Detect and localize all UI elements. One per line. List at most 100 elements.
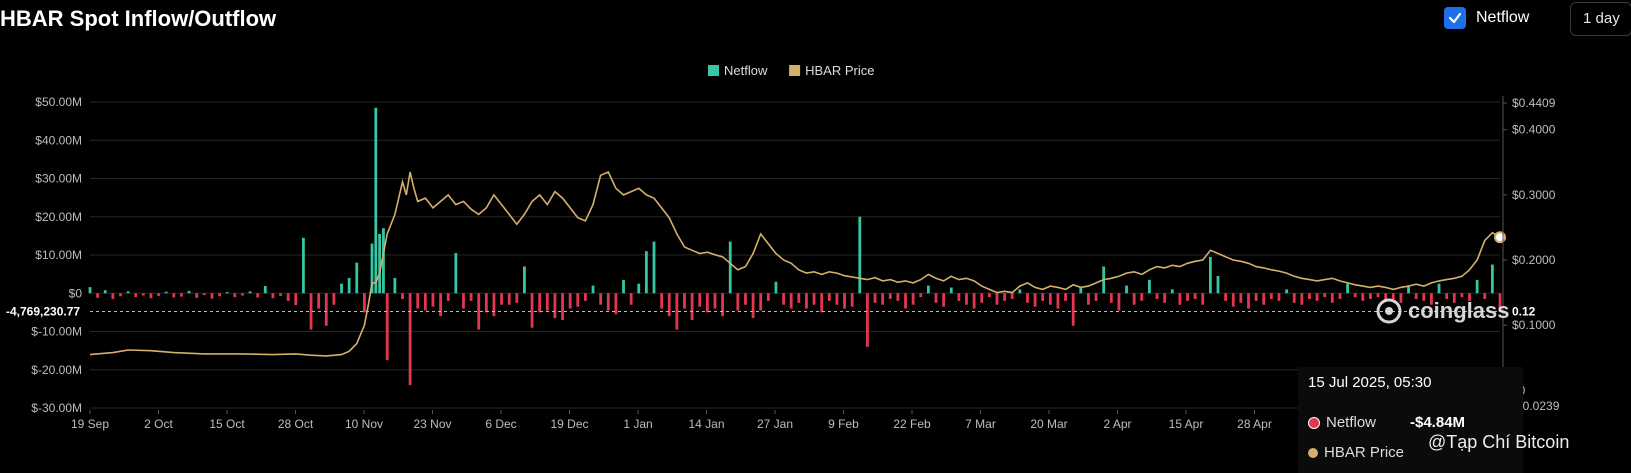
netflow-bar-30	[317, 293, 321, 309]
netflow-bar-166	[1338, 293, 1342, 299]
netflow-bar-127	[1041, 293, 1045, 301]
netflow-bar-144	[1170, 289, 1174, 294]
right-tick-label-0: $0.4409	[1512, 96, 1556, 110]
netflow-bar-32	[332, 293, 336, 305]
netflow-bar-4	[119, 293, 122, 297]
netflow-bar-187	[1498, 293, 1502, 312]
netflow-bar-111	[919, 293, 923, 298]
netflow-bar-63	[553, 293, 557, 319]
netflow-bar-45	[416, 293, 420, 309]
netflow-bar-170	[1369, 293, 1372, 299]
netflow-bar-131	[1071, 293, 1075, 326]
netflow-bar-133	[1087, 293, 1090, 305]
netflow-bar-62	[545, 293, 549, 311]
netflow-bar-146	[1186, 293, 1189, 301]
netflow-bar-73	[629, 293, 633, 305]
netflow-bar-115	[949, 287, 953, 294]
netflow-bar-0	[88, 287, 92, 294]
x-tick-label-10: 27 Jan	[757, 417, 793, 431]
netflow-bar-123	[1010, 293, 1014, 299]
x-tick-label-16: 15 Apr	[1169, 417, 1204, 431]
netflow-bar-139	[1132, 293, 1136, 305]
legend-label-1: HBAR Price	[805, 63, 874, 78]
netflow-bar-8	[149, 293, 153, 299]
netflow-bar-138	[1125, 285, 1128, 294]
reference-line: -4,769,230.77 0.12	[6, 304, 1536, 318]
netflow-bar-181	[1452, 293, 1456, 303]
netflow-bar-67	[584, 293, 587, 301]
netflow-bar-69	[599, 293, 603, 305]
netflow-bar-31	[324, 293, 328, 326]
netflow-bar-57	[507, 293, 511, 305]
netflow-bar-134	[1094, 293, 1098, 301]
netflow-bar-125	[1026, 293, 1029, 303]
netflow-bar-153	[1239, 293, 1243, 303]
reference-line-label: -4,769,230.77	[6, 304, 80, 318]
legend-swatch-1	[789, 65, 801, 76]
netflow-bar-113	[934, 293, 938, 303]
netflow-bar-94	[789, 293, 793, 309]
netflow-bar-90	[759, 293, 763, 311]
netflow-bar-171	[1376, 293, 1380, 298]
netflow-bar-104	[866, 293, 869, 347]
netflow-toggle[interactable]: Netflow	[1444, 6, 1529, 30]
netflow-bar-41	[385, 293, 389, 361]
netflow-bar-47	[431, 293, 435, 307]
legend-label-0: Netflow	[724, 63, 768, 78]
netflow-bar-121	[995, 293, 999, 305]
netflow-bar-97	[812, 293, 816, 305]
netflow-bar-81	[690, 293, 694, 321]
netflow-bar-168	[1353, 293, 1357, 298]
watermark-text: coinglass	[1408, 298, 1510, 323]
grid-lines	[90, 101, 1500, 409]
interval-selector[interactable]: 1 day	[1570, 2, 1631, 36]
netflow-bar-21	[248, 291, 252, 294]
left-tick-label-4: $10.00M	[35, 248, 82, 262]
netflow-bar-23	[263, 285, 267, 294]
netflow-bar-1	[96, 293, 100, 298]
netflow-bar-156	[1262, 293, 1266, 305]
netflow-bar-100	[835, 293, 839, 305]
tooltip-row-price: HBAR Price	[1308, 444, 1404, 461]
left-tick-label-3: $20.00M	[35, 210, 82, 224]
left-tick-label-7: $-20.00M	[31, 363, 82, 377]
netflow-bar-137	[1117, 293, 1121, 311]
netflow-bar-160	[1292, 293, 1296, 303]
left-tick-label-0: $50.00M	[35, 95, 82, 109]
x-tick-label-5: 23 Nov	[413, 417, 451, 431]
netflow-bar-167	[1346, 283, 1349, 294]
x-tick-label-17: 28 Apr	[1237, 417, 1272, 431]
netflow-bar-182	[1460, 293, 1464, 298]
coinglass-watermark: coinglass	[1376, 298, 1509, 324]
netflow-bar-155	[1254, 293, 1258, 301]
coinglass-logo-icon	[1376, 298, 1402, 324]
netflow-bar-9	[157, 293, 160, 296]
netflow-bar-136	[1109, 293, 1113, 303]
netflow-dot-icon	[1308, 416, 1320, 429]
netflow-bar-79	[675, 293, 679, 330]
netflow-bar-86	[728, 241, 732, 294]
netflow-bar-186	[1490, 264, 1494, 294]
netflow-bar-110	[911, 293, 915, 305]
netflow-bar-114	[942, 293, 946, 307]
netflow-bar-5	[126, 291, 130, 294]
netflow-checkbox[interactable]	[1444, 7, 1466, 29]
netflow-bar-96	[805, 293, 808, 309]
netflow-bar-158	[1277, 293, 1281, 301]
netflow-bar-89	[751, 293, 755, 319]
netflow-bar-10	[164, 291, 168, 294]
x-axis: 19 Sep 2 Oct 15 Oct 28 Oct 10 Nov 23 Nov 6 Dec…	[71, 410, 1395, 431]
netflow-bar-39	[378, 233, 382, 294]
tooltip-row-netflow: Netflow	[1308, 414, 1376, 431]
netflow-bar-40	[382, 228, 385, 294]
netflow-bar-116	[957, 293, 961, 301]
netflow-bar-103	[858, 216, 862, 294]
netflow-bar-161	[1300, 293, 1304, 305]
netflow-bar-128	[1048, 293, 1052, 305]
right-tick-label-3: $0.2000	[1512, 253, 1556, 267]
netflow-bar-26	[286, 293, 290, 301]
netflow-bar-83	[705, 293, 709, 313]
netflow-bar-177	[1422, 293, 1426, 301]
netflow-bar-55	[492, 293, 496, 317]
netflow-bar-6	[134, 293, 138, 298]
